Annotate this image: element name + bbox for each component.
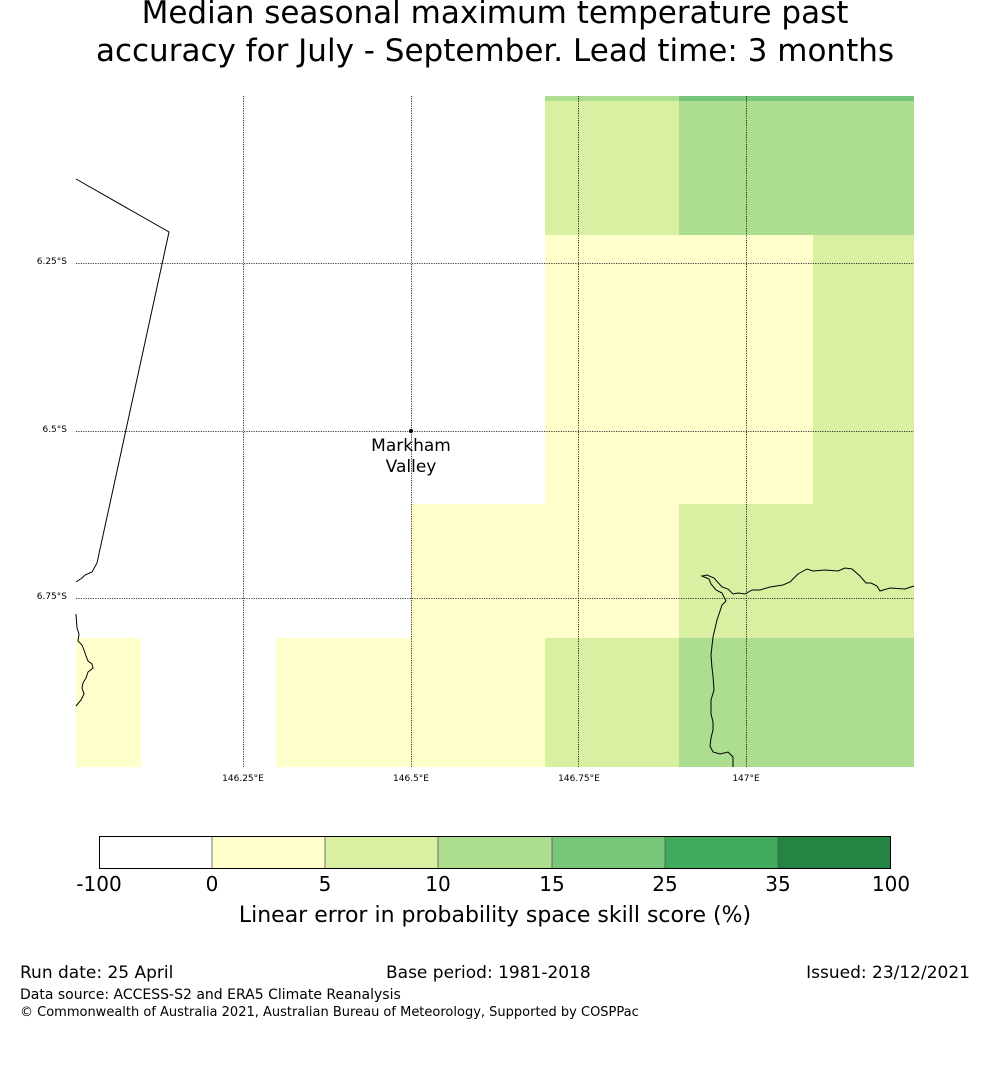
lon-label: 146.5°E xyxy=(393,774,429,784)
coastlines xyxy=(75,178,915,767)
colorbar xyxy=(99,836,891,869)
colorbar-tick-label: 0 xyxy=(205,872,219,896)
lon-label: 146.75°E xyxy=(558,774,600,784)
lon-label: 146.25°E xyxy=(222,774,264,784)
title-line-1: Median seasonal maximum temperature past xyxy=(141,0,849,31)
grid-cell xyxy=(411,504,679,638)
colorbar-tick-label: -100 xyxy=(76,872,122,896)
lat-label: 6.75°S xyxy=(36,592,67,602)
place-name-line-1: Markham xyxy=(371,436,451,456)
grid-cell xyxy=(545,96,679,101)
grid-cell xyxy=(813,235,914,638)
grid-cell xyxy=(679,638,914,767)
coastline-west xyxy=(75,613,94,707)
border-line xyxy=(75,178,170,583)
colorbar-segment xyxy=(99,836,212,869)
data-source: Data source: ACCESS-S2 and ERA5 Climate … xyxy=(20,987,401,1003)
place-name-line-2: Valley xyxy=(385,457,437,477)
grid-cell xyxy=(545,96,679,235)
place-label: Markham Valley xyxy=(351,436,471,478)
colorbar-segment xyxy=(665,836,778,869)
grid-cell xyxy=(679,504,813,638)
graticule xyxy=(76,96,914,767)
colorbar-title: Linear error in probability space skill … xyxy=(238,903,752,928)
grid-cell xyxy=(276,638,545,767)
colorbar-tick-label: 5 xyxy=(318,872,332,896)
lat-label: 6.5°S xyxy=(42,425,67,435)
colorbar-tick-label: 25 xyxy=(652,872,678,896)
colorbar-tick-label: 100 xyxy=(871,872,911,896)
coastline-gulf xyxy=(700,567,915,767)
colorbar-tick-label: 15 xyxy=(539,872,565,896)
grid-cell xyxy=(76,638,141,767)
colorbar-segment xyxy=(778,836,891,869)
run-date: Run date: 25 April xyxy=(20,963,174,983)
grid-cell xyxy=(679,96,914,235)
colorbar-segment xyxy=(325,836,438,869)
location-marker-icon xyxy=(409,429,413,433)
colorbar-tick-label: 35 xyxy=(765,872,791,896)
copyright: © Commonwealth of Australia 2021, Austra… xyxy=(20,1005,639,1020)
colorbar-segment xyxy=(552,836,665,869)
colorbar-segment xyxy=(212,836,325,869)
grid-cell xyxy=(679,96,914,101)
lon-label: 147°E xyxy=(732,774,760,784)
lat-label: 6.25°S xyxy=(36,257,67,267)
grid-cell xyxy=(545,235,813,504)
issued-date: Issued: 23/12/2021 xyxy=(806,963,970,983)
base-period: Base period: 1981-2018 xyxy=(386,963,591,983)
colorbar-segment xyxy=(438,836,552,869)
grid-cell xyxy=(545,638,679,767)
colorbar-tick-label: 10 xyxy=(425,872,451,896)
title-line-2: accuracy for July - September. Lead time… xyxy=(95,33,895,69)
map-title: Median seasonal maximum temperature past… xyxy=(0,0,990,70)
skill-grid xyxy=(76,96,914,767)
colorbar-frame xyxy=(99,836,891,869)
